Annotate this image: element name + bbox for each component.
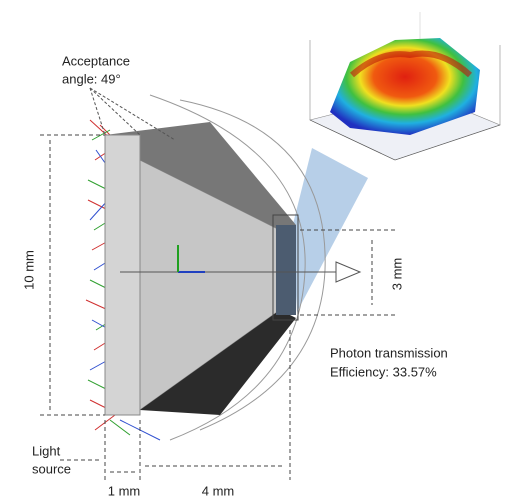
source-label: Light: [32, 443, 61, 458]
transmission-label: Efficiency: 33.57%: [330, 364, 437, 379]
output-face: [276, 225, 296, 315]
source-label: source: [32, 461, 71, 476]
acceptance-label: angle: 49°: [62, 71, 121, 86]
width-label: 1 mm: [108, 483, 141, 498]
transmission-label: Photon transmission: [330, 345, 448, 360]
input-face: [105, 135, 140, 415]
heatmap-inset: [310, 12, 500, 160]
height-label: 10 mm: [21, 250, 36, 290]
arrow: [336, 262, 360, 282]
width-label: 4 mm: [202, 483, 235, 498]
acceptance-label: Acceptance: [62, 53, 130, 68]
height-label: 3 mm: [389, 258, 404, 291]
diagram: Acceptance angle: 49° 10 mm 3 mm Photon …: [0, 0, 510, 502]
